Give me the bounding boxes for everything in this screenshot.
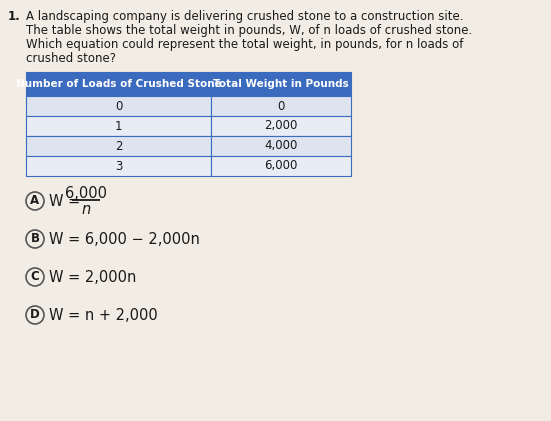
Bar	[26, 136, 211, 156]
Text: crushed stone?: crushed stone?	[26, 52, 116, 65]
Text: n: n	[82, 202, 90, 216]
Text: 0: 0	[277, 99, 285, 112]
Text: 2: 2	[115, 139, 122, 152]
Bar	[211, 156, 351, 176]
Text: W = n + 2,000: W = n + 2,000	[49, 307, 158, 322]
Text: Which equation could represent the total weight, in pounds, for n loads of: Which equation could represent the total…	[26, 38, 463, 51]
Bar	[211, 116, 351, 136]
Text: 4,000: 4,000	[264, 139, 298, 152]
Text: 3: 3	[115, 160, 122, 173]
Bar	[211, 136, 351, 156]
Text: 6,000: 6,000	[264, 160, 298, 173]
Text: A landscaping company is delivering crushed stone to a construction site.: A landscaping company is delivering crus…	[26, 10, 463, 23]
Bar	[26, 72, 211, 96]
Text: The table shows the total weight in pounds, W, of n loads of crushed stone.: The table shows the total weight in poun…	[26, 24, 472, 37]
Bar	[211, 96, 351, 116]
Text: 0: 0	[115, 99, 122, 112]
Text: 1.: 1.	[8, 10, 21, 23]
Text: C: C	[31, 271, 39, 283]
Text: W =: W =	[49, 194, 85, 208]
Bar	[26, 96, 211, 116]
Text: 6,000: 6,000	[65, 187, 107, 202]
Bar	[26, 156, 211, 176]
Bar	[211, 72, 351, 96]
Text: W = 2,000n: W = 2,000n	[49, 269, 137, 285]
Text: A: A	[30, 195, 40, 208]
Text: Total Weight in Pounds: Total Weight in Pounds	[213, 79, 349, 89]
Bar	[26, 116, 211, 136]
Text: D: D	[30, 309, 40, 322]
Text: Number of Loads of Crushed Stone: Number of Loads of Crushed Stone	[15, 79, 222, 89]
Text: 2,000: 2,000	[264, 120, 298, 133]
Text: W = 6,000 − 2,000n: W = 6,000 − 2,000n	[49, 232, 200, 247]
Text: B: B	[30, 232, 40, 245]
Text: 1: 1	[115, 120, 122, 133]
